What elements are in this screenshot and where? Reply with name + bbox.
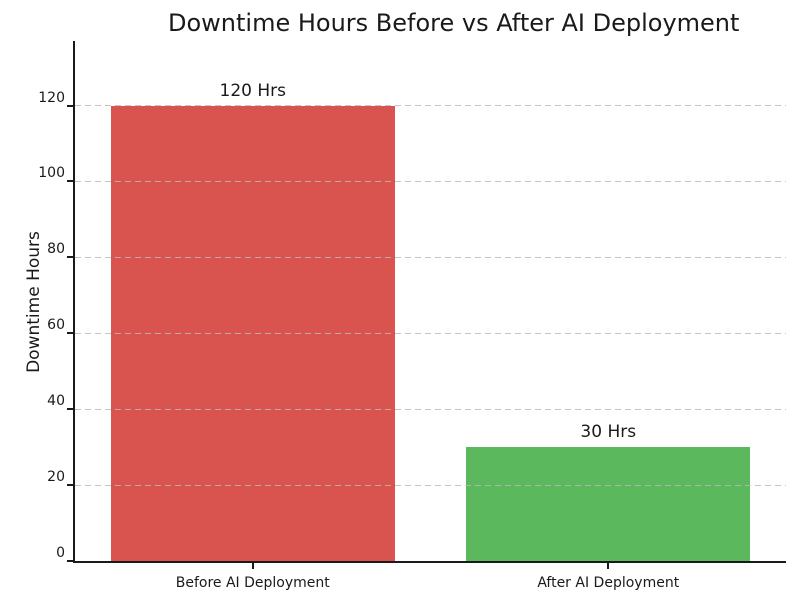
chart-title: Downtime Hours Before vs After AI Deploy… bbox=[168, 9, 740, 37]
y-tick-label: 20 bbox=[47, 469, 65, 486]
gridline-y-60 bbox=[75, 332, 786, 334]
y-tick-label: 80 bbox=[47, 241, 65, 258]
y-tick-label: 40 bbox=[47, 393, 65, 410]
x-tick-mark bbox=[607, 563, 610, 569]
bar-value-label: 30 Hrs bbox=[580, 422, 637, 443]
gridline-y-120 bbox=[75, 105, 786, 107]
y-tick-label: 120 bbox=[38, 89, 65, 106]
y-tick-mark bbox=[67, 104, 73, 107]
y-tick-label: 0 bbox=[56, 545, 65, 561]
bar-value-label: 120 Hrs bbox=[219, 80, 286, 101]
gridline-y-40 bbox=[75, 408, 786, 410]
y-tick-mark bbox=[67, 332, 73, 335]
y-tick-mark bbox=[67, 180, 73, 183]
y-tick-mark bbox=[67, 408, 73, 411]
gridline-y-100 bbox=[75, 180, 786, 182]
y-tick-label: 60 bbox=[47, 317, 65, 334]
gridline-y-20 bbox=[75, 484, 786, 486]
y-tick-mark bbox=[67, 256, 73, 259]
x-tick-label-before: Before AI Deployment bbox=[175, 575, 330, 591]
gridline-y-80 bbox=[75, 256, 786, 258]
x-axis-spine bbox=[75, 561, 786, 563]
y-tick-label: 100 bbox=[38, 165, 65, 182]
y-axis-spine bbox=[73, 41, 75, 563]
x-tick-label-after: After AI Deployment bbox=[537, 575, 680, 591]
bar-after-ai-deployment bbox=[466, 447, 751, 561]
plot-area: 120 Hrs 30 Hrs 0 20 40 60 80 100 120 Before AI … bbox=[38, 41, 786, 591]
y-tick-mark bbox=[67, 484, 73, 487]
x-tick-mark bbox=[251, 563, 254, 569]
y-tick-mark bbox=[67, 560, 73, 562]
